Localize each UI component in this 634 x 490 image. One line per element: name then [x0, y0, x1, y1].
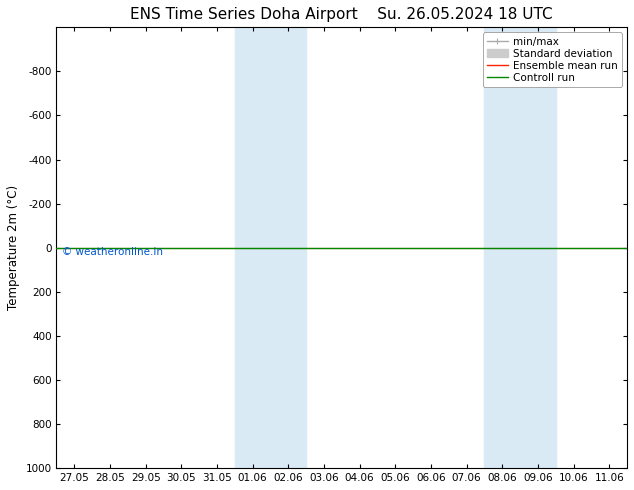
Y-axis label: Temperature 2m (°C): Temperature 2m (°C) — [7, 185, 20, 310]
Legend: min/max, Standard deviation, Ensemble mean run, Controll run: min/max, Standard deviation, Ensemble me… — [482, 32, 622, 87]
Text: © weatheronline.in: © weatheronline.in — [62, 247, 163, 257]
Title: ENS Time Series Doha Airport    Su. 26.05.2024 18 UTC: ENS Time Series Doha Airport Su. 26.05.2… — [131, 7, 553, 22]
Bar — [235, 27, 306, 468]
Bar — [484, 27, 556, 468]
